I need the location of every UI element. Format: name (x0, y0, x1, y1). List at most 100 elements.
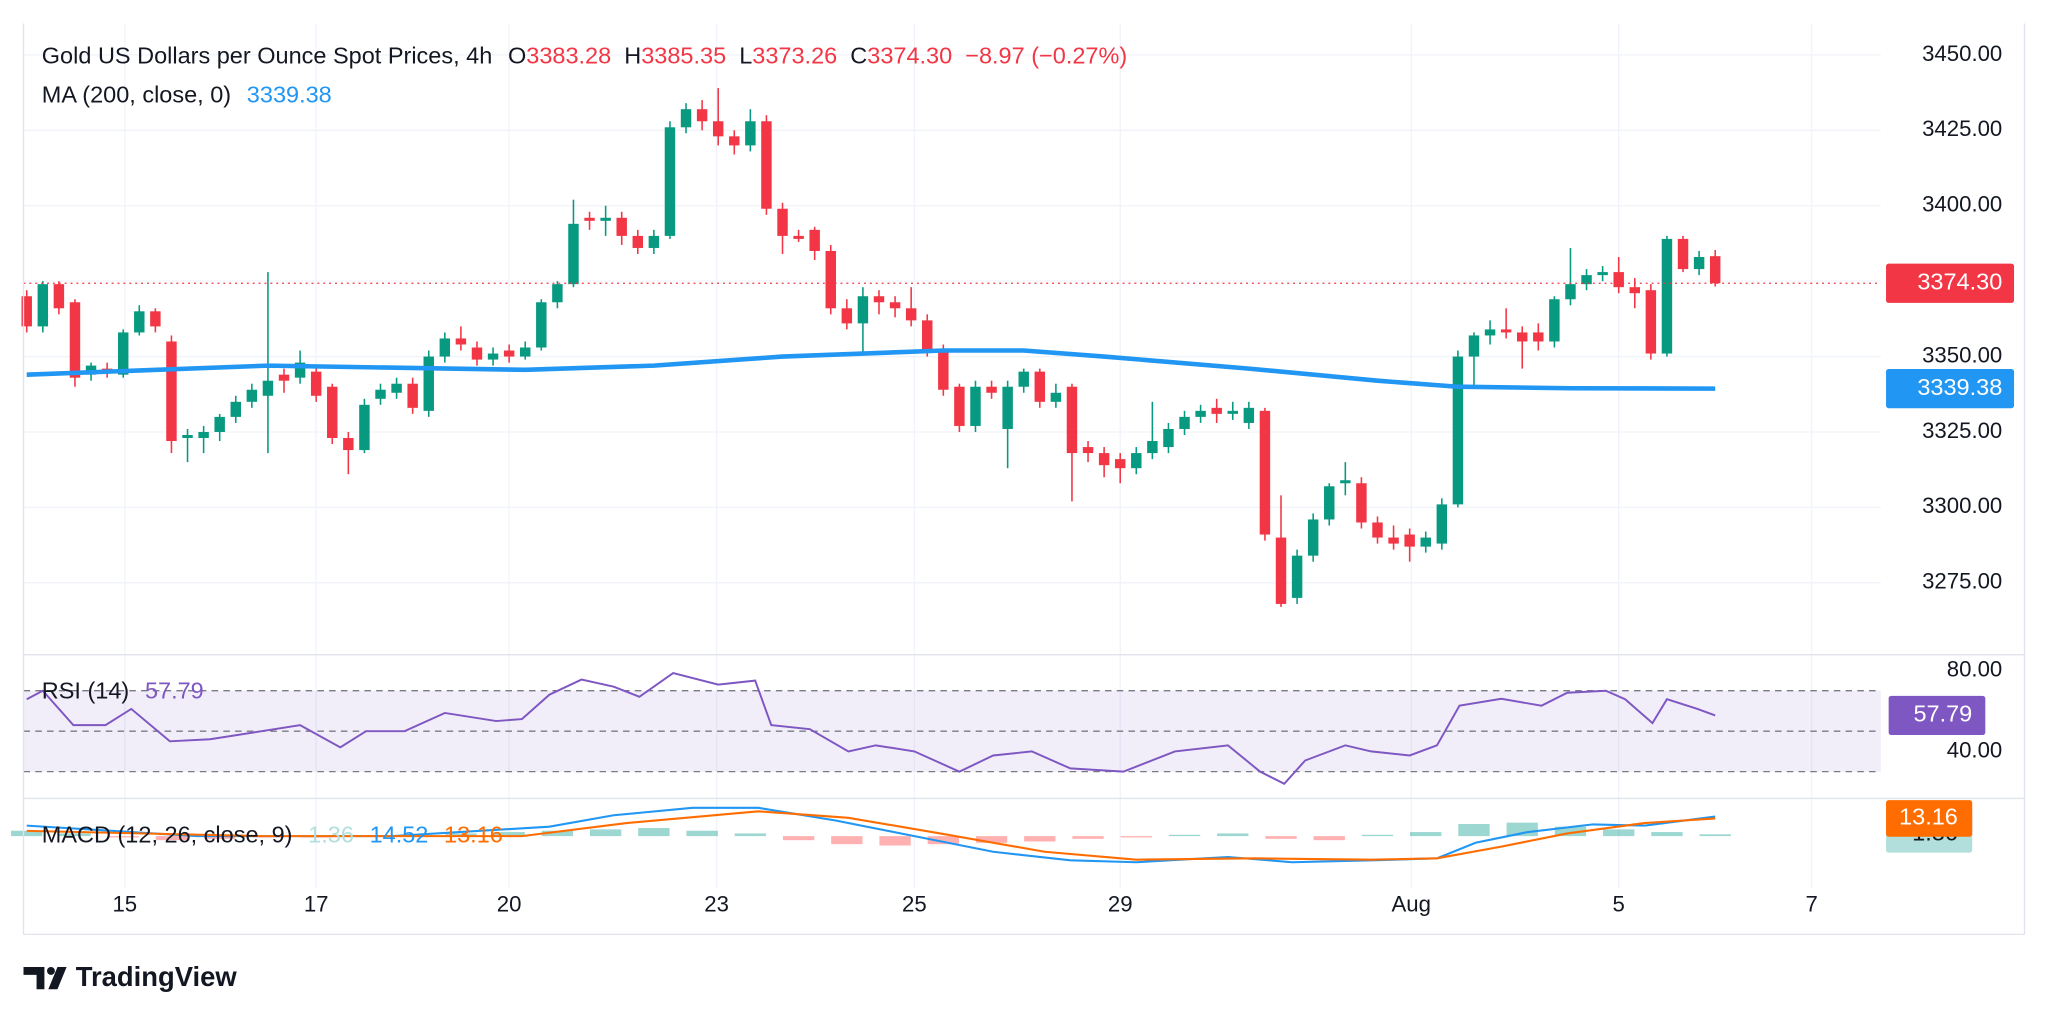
candle-body (37, 284, 49, 327)
candle-body (825, 250, 836, 309)
candle-body (745, 121, 756, 146)
candle-body (1066, 386, 1078, 454)
candle-body (1468, 335, 1480, 357)
candle-body (922, 320, 933, 351)
candle-body (246, 389, 258, 402)
y-tick-label: 3450.00 (1922, 41, 2002, 66)
candle-body (1243, 407, 1255, 423)
candle-body (1629, 287, 1641, 294)
candle-body (519, 347, 531, 357)
macd-histogram-bar (204, 836, 236, 839)
candle-body (632, 235, 644, 248)
candle-body (214, 416, 225, 432)
candle-body (310, 371, 322, 396)
candle-body (584, 217, 595, 221)
candle-body (761, 121, 772, 209)
candle-body (1436, 504, 1448, 544)
candle-body (1259, 410, 1271, 535)
candle-body (1484, 329, 1496, 336)
change-value: −8.97 (−0.27%) (965, 43, 1127, 69)
x-tick-label: Aug (1392, 891, 1431, 916)
macd-histogram-bar (1072, 836, 1104, 839)
candle-body (1131, 453, 1142, 469)
candle-body (1388, 537, 1399, 544)
macd-histogram-bar (59, 833, 91, 837)
candle-body (1549, 299, 1560, 342)
candle-body (1645, 290, 1657, 354)
candle-body (1307, 519, 1319, 556)
candle-body (1420, 537, 1431, 547)
ma-box-label: 3339.38 (1917, 374, 2002, 400)
ma-box (1886, 368, 2015, 409)
candle-body (262, 380, 274, 396)
y-tick-label: 3300.00 (1922, 493, 2002, 518)
legend-ma: MA (200, close, 0) 3339.38 (42, 82, 332, 108)
legend-macd: MACD (12, 26, close, 9) 1.36 14.52 13.16 (42, 822, 503, 848)
candle-body (648, 235, 660, 248)
rsi-box-label: 57.79 (1913, 701, 1972, 727)
candle-body (1114, 459, 1126, 469)
candle-body (455, 338, 467, 345)
candle-body (552, 284, 563, 303)
candle-body (487, 353, 499, 360)
candle-body (1147, 441, 1158, 454)
macd-value: 1.36 (308, 822, 354, 848)
candle-body (198, 431, 209, 439)
ohlc-label: O (508, 43, 526, 69)
candle-body (841, 308, 853, 324)
candle-body (423, 356, 434, 411)
macd-histogram-bar (1554, 826, 1587, 837)
price-box-label: 3374.30 (1917, 268, 2002, 294)
x-tick-label: 29 (1108, 891, 1133, 916)
candle-body (777, 208, 788, 236)
candle-body (938, 350, 949, 390)
ohlc-value: 3383.28 (526, 43, 611, 69)
macd-histogram-bar (589, 829, 622, 837)
macd-histogram-bar (155, 836, 188, 841)
candle-body (343, 438, 354, 451)
legend-main: Gold US Dollars per Ounce Spot Prices, 4… (42, 43, 1127, 69)
price-box (1886, 263, 2015, 303)
macd-histogram-bar (975, 836, 1008, 843)
candle-body (712, 121, 724, 137)
macd-histogram-bar (1699, 834, 1731, 837)
macd-histogram-bar (782, 836, 815, 841)
ma-line (26, 348, 1716, 391)
candle-body (1195, 410, 1206, 417)
candle-body (1211, 407, 1222, 414)
candle-body (391, 383, 402, 393)
candle-body (150, 311, 161, 327)
y-tick-label: 3325.00 (1922, 418, 2002, 443)
candle-body (664, 127, 676, 236)
candle-body (905, 308, 917, 321)
x-tick-label: 17 (304, 891, 329, 916)
ma-name: MA (200, close, 0) (42, 82, 231, 108)
ohlc-value: 3385.35 (641, 43, 726, 69)
candle-body (616, 217, 627, 236)
rsi-line (26, 672, 1716, 786)
y-tick-label: 3425.00 (1922, 116, 2002, 141)
macd-histogram-bar (831, 836, 863, 845)
candle-body (568, 223, 579, 285)
plot-area (11, 88, 1881, 864)
candle-body (278, 374, 290, 381)
macd-value: 13.16 (444, 822, 503, 848)
candle-body (680, 109, 692, 128)
candle-body (873, 296, 885, 303)
macd-histogram-bar (1603, 829, 1635, 837)
candle-body (53, 284, 65, 309)
macd-histogram-bar (1265, 836, 1297, 839)
ohlc-value: 3373.26 (752, 43, 837, 69)
macd-histogram-bar (1410, 832, 1442, 837)
candle-body (1050, 392, 1062, 402)
macd-histogram-bar (686, 830, 718, 837)
candle-body (471, 347, 483, 360)
logo-part (23, 967, 45, 990)
macd-box (1886, 800, 1973, 837)
candle-body (1324, 486, 1335, 520)
macd-value: 14.52 (370, 822, 429, 848)
candle-body (889, 302, 901, 309)
x-tick-label: 7 (1805, 891, 1817, 916)
ohlc-value: 3374.30 (867, 43, 952, 69)
